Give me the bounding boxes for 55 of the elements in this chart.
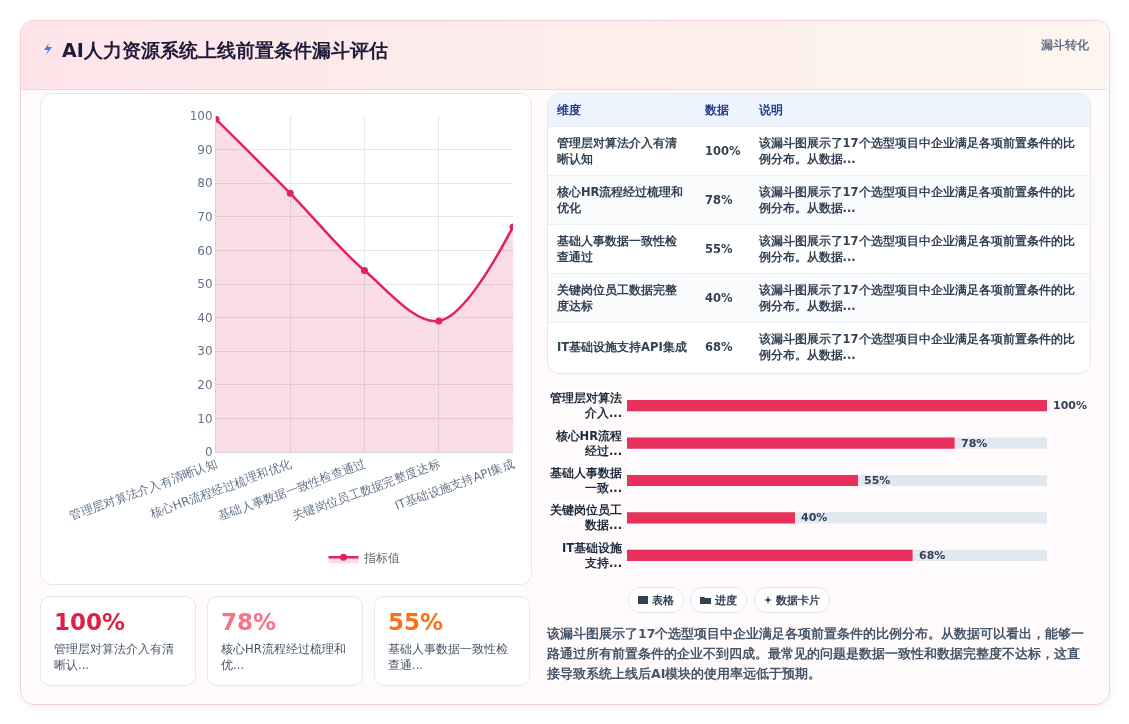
text: 40% [696, 273, 750, 323]
text: 维度 [548, 94, 696, 127]
text: 表格 [652, 592, 674, 608]
text: 55% [388, 609, 445, 635]
text: 核心HR流程经过梳理和优化 [548, 175, 696, 225]
text: 100% [54, 609, 127, 635]
y-tick-label: 基础人事数据一致... [549, 466, 622, 495]
data-label: 100% [1053, 399, 1087, 412]
text: 78% [221, 609, 278, 635]
text: 核心HR流程经过梳理和优... [221, 641, 347, 673]
text: 68% [696, 322, 750, 371]
y-tick-label: 100 [189, 109, 213, 124]
point [435, 317, 443, 325]
y-tick-label: 80 [197, 176, 213, 191]
y-tick-label: 30 [197, 344, 213, 359]
y-tick-label: 70 [197, 210, 213, 224]
y-tick-label: 40 [197, 310, 213, 325]
text: 漏斗转化 [1041, 37, 1089, 54]
chart-title: AI人力资源系统上线前置条件漏斗评估 [62, 38, 388, 63]
text: 78% [696, 175, 750, 225]
text: 关键岗位员工数据完整度达标 [548, 273, 696, 323]
text: 该漏斗图展示了17个选型项目中企业满足各项前置条件的比例分布。从数据... [749, 273, 1090, 323]
text: 该漏斗图展示了17个选型项目中企业满足各项前置条件的比例分布。从数据... [749, 224, 1090, 274]
y-tick-label: IT基础设施支持... [561, 540, 623, 570]
data-label: 68% [919, 549, 946, 562]
point [286, 189, 294, 197]
text: 管理层对算法介入有清晰认... [54, 641, 175, 673]
y-tick-label: 50 [197, 277, 213, 292]
y-tick-label: 90 [197, 142, 213, 157]
y-tick-label: 10 [197, 411, 213, 426]
data-label: 55% [864, 474, 891, 487]
text: 数据卡片 [776, 592, 820, 608]
data-label: 40% [801, 511, 828, 524]
data-label: 78% [961, 437, 988, 450]
text: IT基础设施支持API集成 [548, 322, 696, 371]
y-tick-label: 管理层对算法介入... [549, 391, 622, 421]
y-tick-label: 核心HR流程经过... [554, 428, 622, 458]
y-tick-label: 20 [197, 378, 213, 392]
legend-label: 指标值 [362, 550, 400, 565]
text: 基础人事数据一致性检查通... [388, 641, 509, 673]
text: 100% [696, 126, 750, 176]
text: 进度 [715, 592, 737, 608]
text: 数据 [696, 94, 750, 127]
point [361, 267, 368, 275]
text: 55% [696, 224, 750, 274]
text: 该漏斗图展示了17个选型项目中企业满足各项前置条件的比例分布。从数据... [749, 126, 1090, 176]
text: 管理层对算法介入有清晰认知 [548, 126, 696, 176]
text: 基础人事数据一致性检查通过 [548, 224, 696, 274]
text: 该漏斗图展示了17个选型项目中企业满足各项前置条件的比例分布。从数据... [749, 322, 1090, 371]
y-tick-label: 0 [204, 445, 213, 460]
text: 说明 [749, 94, 1090, 127]
text: 该漏斗图展示了17个选型项目中企业满足各项前置条件的比例分布。从数据可以看出，能够一路通过所有前置条件的企业不到四成。最常见的问题是数据一致性和数据完整度不达标，这直接导致系统上线后AI模块的使用率远低于预期。 [547, 625, 1086, 683]
text: 该漏斗图展示了17个选型项目中企业满足各项前置条件的比例分布。从数据... [749, 175, 1090, 225]
y-tick-label: 60 [197, 243, 213, 258]
y-tick-label: 关键岗位员工数据... [549, 503, 622, 533]
